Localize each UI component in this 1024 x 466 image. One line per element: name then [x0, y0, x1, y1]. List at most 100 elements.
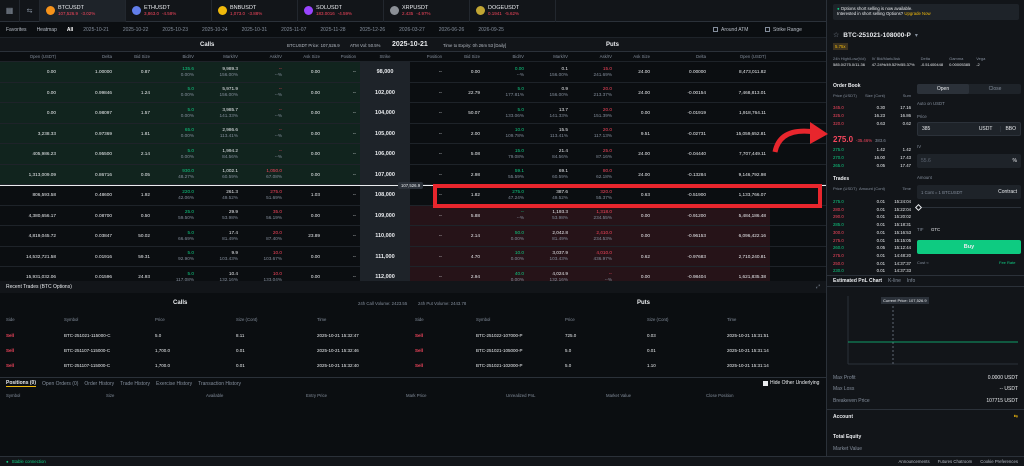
call-bid[interactable]: 5.0 0.00%	[180, 86, 194, 98]
put-bid[interactable]: 10.0 0.00%	[510, 250, 524, 262]
put-ask[interactable]: 20.0 151.39%	[593, 106, 612, 118]
positions-tab[interactable]: Trade History	[120, 380, 150, 387]
put-mark[interactable]: 1,193.3 53.98%	[552, 209, 568, 221]
put-mark[interactable]: 387.6 49.52%	[552, 188, 568, 200]
around-atm-toggle[interactable]: Around ATM	[713, 27, 748, 33]
star-icon[interactable]: ☆	[833, 32, 840, 39]
expiry-date-tab[interactable]: 2025-11-07	[281, 26, 307, 33]
put-bid[interactable]: 15.0 79.08%	[508, 147, 524, 159]
call-ask[interactable]: 1,050.0 67.08%	[266, 168, 282, 180]
put-ask[interactable]: 25.0 87.16%	[596, 147, 612, 159]
put-mark[interactable]: 0.1 156.00%	[549, 65, 568, 77]
footer-link[interactable]: Futures Chatroom	[937, 459, 973, 464]
expiry-date-tab[interactable]: 2025-12-26	[359, 26, 386, 33]
price-input[interactable]: 385 USDT BBO	[917, 122, 1021, 136]
chain-row[interactable]: 405,986.23 0.95500 2.14 5.0 0.00% 1,994.2 84.5…	[0, 144, 826, 165]
chevron-down-icon[interactable]: ▾	[914, 32, 918, 39]
call-mark[interactable]: 29.9 53.98%	[222, 209, 238, 221]
call-bid[interactable]: 25.0 59.50%	[178, 209, 194, 221]
put-ask[interactable]: 15.0 241.69%	[593, 65, 612, 77]
trade-cell[interactable]: BTC-251021-102000-P	[476, 363, 523, 368]
put-ask[interactable]: -- --%	[604, 270, 612, 282]
call-ask[interactable]: -- --%	[274, 106, 282, 118]
kline-tab[interactable]: K-line	[888, 278, 901, 284]
put-ask[interactable]: 1,318.0 234.55%	[593, 209, 612, 221]
call-mark[interactable]: 5,971.9 156.00%	[219, 86, 238, 98]
positions-tab[interactable]: Open Orders (0)	[42, 380, 79, 387]
call-mark[interactable]: 17.4 81.49%	[222, 229, 238, 241]
expiry-date-tab[interactable]: 2026-06-26	[438, 26, 465, 33]
call-bid[interactable]: 5.0 0.00%	[180, 147, 194, 159]
bbo-button[interactable]: BBO	[1000, 126, 1016, 132]
put-mark[interactable]: 2,042.8 81.49%	[552, 229, 568, 241]
call-ask[interactable]: 20.0 87.40%	[266, 229, 282, 241]
orderbook-row[interactable]: 265.0 0.05 17.47	[833, 163, 911, 168]
trade-cell[interactable]: BTC-251021-105000-P	[476, 348, 523, 353]
orderbook-row[interactable]: 325.0 16.23 16.86	[833, 113, 911, 118]
chain-row[interactable]: 4,819,045.72 0.03847 50.02 5.0 66.69% 17.4 81.…	[0, 226, 826, 247]
expiry-date-tab[interactable]: 2026-09-25	[478, 26, 504, 33]
call-bid[interactable]: 5.0 0.00%	[180, 106, 194, 118]
put-bid[interactable]: 59.1 55.59%	[508, 168, 524, 180]
call-bid[interactable]: 65.0 0.00%	[180, 127, 194, 139]
orderbook-row[interactable]: 320.0 0.63 0.62	[833, 121, 911, 126]
expiry-date-tab[interactable]: 2025-11-28	[320, 26, 346, 33]
put-mark[interactable]: 3,037.9 103.43%	[549, 250, 568, 262]
upgrade-link[interactable]: Upgrade Now	[904, 11, 931, 16]
tif-select[interactable]: GTC	[931, 227, 941, 232]
call-mark[interactable]: 9,989.3 156.00%	[219, 65, 238, 77]
ticker-ethusdt[interactable]: ETHUSDT 3,863.0 -4.58%	[126, 0, 212, 22]
put-bid[interactable]: 5.0 133.06%	[505, 106, 524, 118]
call-bid[interactable]: 5.0 117.08%	[175, 270, 194, 282]
grid-icon[interactable]: ▦	[0, 0, 20, 22]
put-mark[interactable]: 21.4 84.56%	[552, 147, 568, 159]
call-ask[interactable]: 10.0 103.67%	[263, 250, 282, 262]
favorites-tab[interactable]: Favorites	[6, 26, 27, 33]
call-mark[interactable]: 9.9 103.43%	[219, 250, 238, 262]
call-bid[interactable]: 930.0 48.27%	[178, 168, 194, 180]
heatmap-tab[interactable]: Heatmap	[36, 26, 57, 33]
layout-icon[interactable]: ⇆	[20, 0, 40, 22]
positions-tab[interactable]: Exercise History	[155, 380, 193, 387]
put-bid[interactable]: 10.0 109.78%	[505, 127, 524, 139]
call-mark[interactable]: 1,002.1 60.59%	[222, 168, 238, 180]
call-bid[interactable]: 220.0 42.06%	[178, 188, 194, 200]
positions-tab[interactable]: Transaction History	[198, 380, 241, 387]
put-mark[interactable]: 4,024.9 132.16%	[549, 270, 568, 282]
pnl-chart-tab[interactable]: Estimated PnL Chart	[833, 278, 883, 284]
trade-cell[interactable]: BTC-251107-115000-C	[64, 348, 111, 353]
slider-handle[interactable]	[914, 203, 923, 212]
put-bid[interactable]: 50.0 0.00%	[510, 229, 524, 241]
orderbook-row[interactable]: 270.0 16.00 17.43	[833, 155, 911, 160]
buy-button[interactable]: Buy	[917, 240, 1021, 254]
footer-link[interactable]: Cookie Preferences	[980, 459, 1018, 464]
trade-cell[interactable]: BTC-251022-107000-P	[476, 333, 523, 338]
put-ask[interactable]: 20.0 213.37%	[593, 86, 612, 98]
call-bid[interactable]: 5.0 92.90%	[178, 250, 194, 262]
chain-row[interactable]: 806,593.58 0.48600 1.92 220.0 42.06% 261.3 49.…	[0, 185, 826, 206]
positions-tab[interactable]: Positions (0)	[6, 380, 37, 387]
chain-row[interactable]: 0.00 0.98097 1.57 5.0 0.00% 3,985.7 141.33% -- -…	[0, 103, 826, 124]
call-ask[interactable]: 10.0 133.04%	[263, 270, 282, 282]
strike-range-toggle[interactable]: Strike Range	[765, 27, 802, 33]
orderbook-row[interactable]: 275.0 1.42 1.42	[833, 147, 911, 152]
call-mark[interactable]: 3,985.7 141.33%	[219, 106, 238, 118]
trade-cell[interactable]: BTC-251021-115000-C	[64, 333, 111, 338]
call-ask[interactable]: -- --%	[274, 127, 282, 139]
put-ask[interactable]: 2,410.0 234.53%	[593, 229, 612, 241]
fee-rate-link[interactable]: Fee Rate	[999, 260, 1016, 265]
put-ask[interactable]: 80.0 62.18%	[596, 168, 612, 180]
put-bid[interactable]: 5.0 177.81%	[505, 86, 524, 98]
call-mark[interactable]: 1,994.2 84.56%	[222, 147, 238, 159]
positions-tab[interactable]: Order History	[84, 380, 115, 387]
chain-row[interactable]: 0.00 1.00000 0.87 135.6 0.00% 9,989.3 156.00% -…	[0, 62, 826, 83]
transfer-icon[interactable]: ⇆	[1013, 414, 1018, 420]
ticker-btcusdt[interactable]: BTCUSDT 107,526.9 -3.02%	[40, 0, 126, 22]
ticker-bnbusdt[interactable]: BNBUSDT 1,073.0 -3.88%	[212, 0, 298, 22]
expand-icon[interactable]: ⤢	[815, 284, 820, 290]
put-ask[interactable]: 20.0 117.13%	[593, 127, 612, 139]
call-mark[interactable]: 261.3 49.52%	[222, 188, 238, 200]
call-ask[interactable]: -- --%	[274, 86, 282, 98]
expiry-date-tab[interactable]: 2025-10-24	[201, 26, 228, 33]
expiry-date-tab[interactable]: 2025-10-31	[241, 26, 268, 33]
